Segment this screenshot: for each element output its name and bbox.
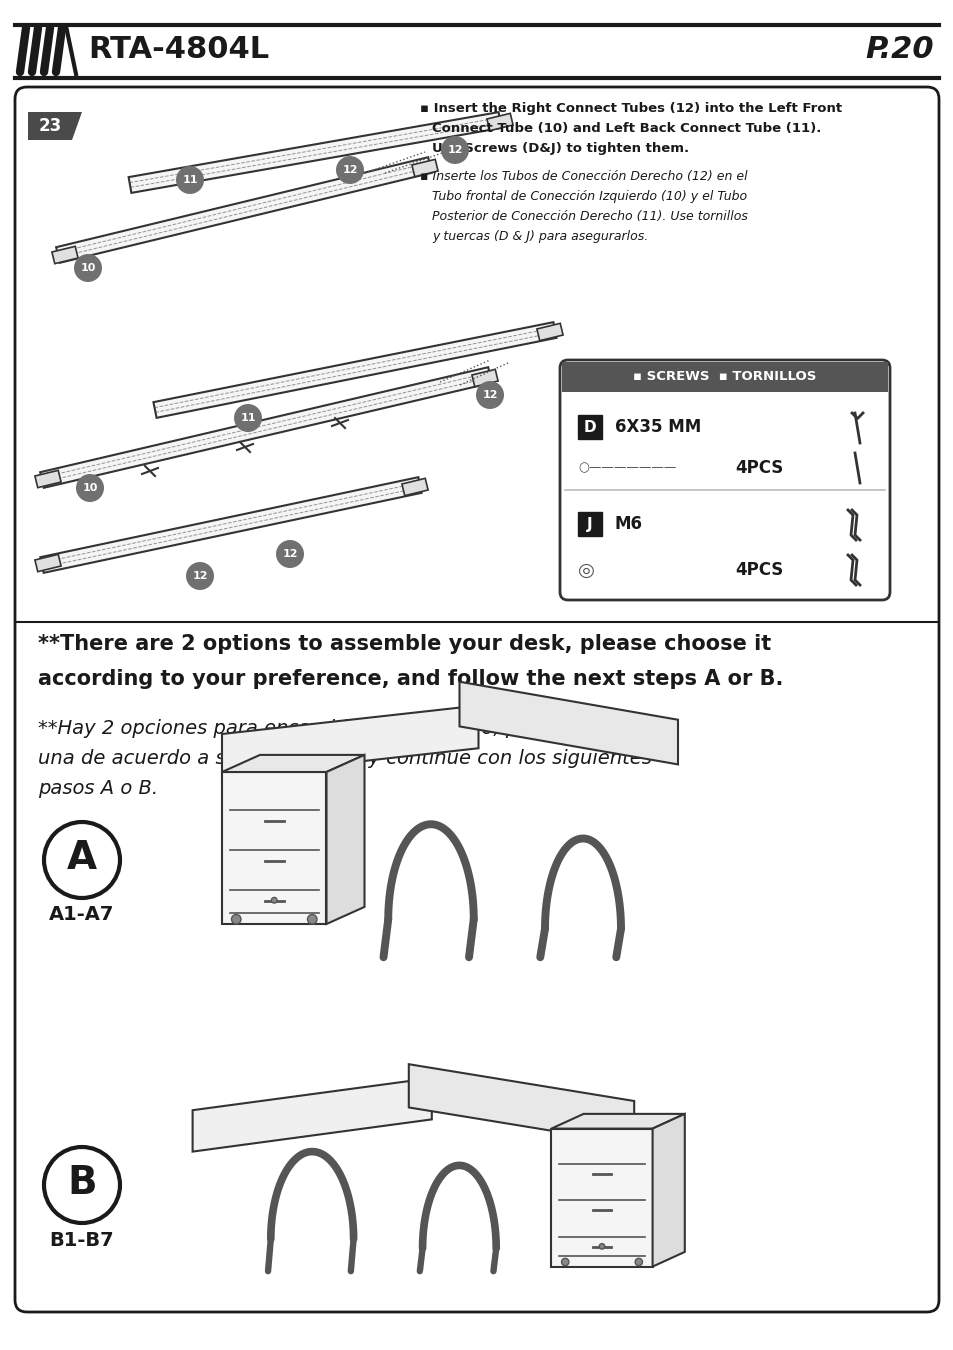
- Text: 4PCS: 4PCS: [734, 459, 782, 477]
- Text: B: B: [67, 1164, 96, 1202]
- Text: Tubo frontal de Conección Izquierdo (10) y el Tubo: Tubo frontal de Conección Izquierdo (10)…: [432, 190, 746, 202]
- Text: 6X35 MM: 6X35 MM: [615, 418, 700, 436]
- Text: una de acuerdo a su preferencia, y continue con los siguientes: una de acuerdo a su preferencia, y conti…: [38, 749, 651, 768]
- Polygon shape: [486, 113, 513, 131]
- Text: Connect Tube (10) and Left Back Connect Tube (11).: Connect Tube (10) and Left Back Connect …: [432, 122, 821, 135]
- Text: Use Screws (D&J) to tighten them.: Use Screws (D&J) to tighten them.: [432, 142, 688, 155]
- Circle shape: [476, 381, 503, 409]
- Polygon shape: [56, 157, 432, 263]
- Circle shape: [598, 1243, 604, 1249]
- FancyBboxPatch shape: [15, 86, 938, 1312]
- Text: ▪ Insert the Right Connect Tubes (12) into the Left Front: ▪ Insert the Right Connect Tubes (12) in…: [419, 103, 841, 115]
- Bar: [578, 414, 601, 439]
- Polygon shape: [35, 470, 61, 487]
- FancyBboxPatch shape: [559, 360, 889, 599]
- Circle shape: [186, 562, 213, 590]
- Text: 12: 12: [193, 571, 208, 580]
- Polygon shape: [153, 323, 556, 418]
- Circle shape: [335, 157, 364, 184]
- Polygon shape: [326, 755, 364, 923]
- Text: 11: 11: [182, 176, 197, 185]
- Circle shape: [233, 404, 262, 432]
- Polygon shape: [551, 1114, 684, 1129]
- Bar: [0, 20, 953, 80]
- Polygon shape: [459, 682, 678, 764]
- Circle shape: [635, 1258, 641, 1266]
- Circle shape: [74, 254, 102, 282]
- Polygon shape: [40, 367, 492, 487]
- Bar: [222, 772, 326, 923]
- Text: ▪ Inserte los Tubos de Conección Derecho (12) en el: ▪ Inserte los Tubos de Conección Derecho…: [419, 170, 747, 184]
- Bar: [551, 1129, 652, 1266]
- Text: 10: 10: [82, 483, 97, 493]
- Polygon shape: [193, 1079, 432, 1152]
- Polygon shape: [537, 324, 562, 340]
- Circle shape: [275, 540, 304, 568]
- Text: 12: 12: [342, 165, 357, 176]
- Text: according to your preference, and follow the next steps A or B.: according to your preference, and follow…: [38, 670, 782, 688]
- Text: ▪ SCREWS  ▪ TORNILLOS: ▪ SCREWS ▪ TORNILLOS: [633, 370, 816, 382]
- Text: B1-B7: B1-B7: [50, 1230, 114, 1250]
- Polygon shape: [412, 159, 437, 177]
- Polygon shape: [222, 755, 364, 772]
- Text: **There are 2 options to assemble your desk, please choose it: **There are 2 options to assemble your d…: [38, 634, 770, 653]
- Text: **Hay 2 opciones para ensamblar su escritorio, por favor escoja: **Hay 2 opciones para ensamblar su escri…: [38, 720, 662, 738]
- Text: 12: 12: [482, 390, 497, 400]
- Text: 10: 10: [80, 263, 95, 273]
- Text: Posterior de Conección Derecho (11). Use tornillos: Posterior de Conección Derecho (11). Use…: [432, 211, 747, 223]
- Text: RTA-4804L: RTA-4804L: [88, 35, 269, 65]
- Polygon shape: [401, 478, 428, 495]
- Circle shape: [232, 914, 241, 923]
- Polygon shape: [409, 1064, 634, 1145]
- Text: ◎: ◎: [578, 560, 595, 579]
- Text: A: A: [67, 838, 97, 878]
- Text: A1-A7: A1-A7: [50, 906, 114, 925]
- Text: M6: M6: [615, 514, 642, 533]
- Circle shape: [175, 166, 204, 194]
- Circle shape: [44, 822, 120, 898]
- Polygon shape: [35, 555, 61, 571]
- Text: ○———————: ○———————: [578, 462, 676, 474]
- Circle shape: [440, 136, 469, 163]
- Text: J: J: [587, 517, 592, 532]
- Text: y tuercas (D & J) para asegurarlos.: y tuercas (D & J) para asegurarlos.: [432, 230, 648, 243]
- Polygon shape: [129, 112, 501, 193]
- Circle shape: [307, 914, 316, 923]
- Text: 4PCS: 4PCS: [734, 562, 782, 579]
- Bar: [561, 362, 887, 391]
- Polygon shape: [40, 477, 421, 572]
- Text: D: D: [583, 420, 596, 435]
- Text: pasos A o B.: pasos A o B.: [38, 779, 158, 798]
- Circle shape: [561, 1258, 568, 1266]
- Text: 12: 12: [282, 549, 297, 559]
- Polygon shape: [51, 246, 78, 263]
- Polygon shape: [652, 1114, 684, 1266]
- Circle shape: [76, 474, 104, 502]
- Bar: [578, 512, 601, 536]
- Text: 11: 11: [240, 413, 255, 423]
- Polygon shape: [222, 706, 478, 776]
- Text: 12: 12: [447, 144, 462, 155]
- Circle shape: [271, 898, 276, 903]
- Text: P.20: P.20: [864, 35, 933, 65]
- Circle shape: [44, 1148, 120, 1223]
- Polygon shape: [28, 112, 82, 140]
- Polygon shape: [472, 370, 497, 386]
- Text: 23: 23: [38, 117, 62, 135]
